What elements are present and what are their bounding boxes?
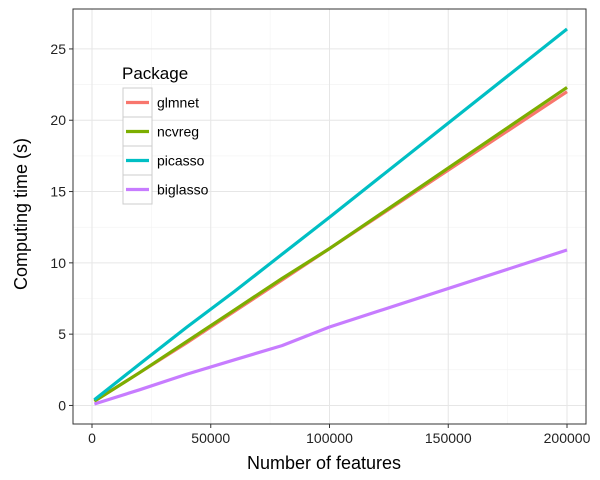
x-tick-label: 0 [88, 430, 96, 446]
x-axis-ticks: 0 50000 100000 150000 200000 [88, 424, 591, 446]
y-tick-label: 15 [50, 184, 66, 200]
legend-label-picasso: picasso [157, 153, 205, 169]
series-lines [93, 27, 568, 406]
series-line-picasso [93, 27, 568, 402]
legend: Package glmnet ncvreg picasso biglasso [122, 64, 209, 205]
y-axis-ticks: 0 5 10 15 20 25 [50, 41, 73, 413]
x-tick-label: 100000 [306, 430, 353, 446]
x-tick-label: 200000 [544, 430, 591, 446]
x-tick-label: 50000 [191, 430, 230, 446]
y-tick-label: 20 [50, 112, 66, 128]
y-tick-label: 10 [50, 255, 66, 271]
major-gridlines [73, 9, 586, 424]
y-tick-label: 0 [58, 397, 66, 413]
series-line-ncvreg [93, 86, 568, 403]
y-axis-title: Computing time (s) [11, 138, 31, 290]
y-tick-label: 5 [58, 326, 66, 342]
legend-label-glmnet: glmnet [157, 95, 199, 111]
legend-title: Package [122, 64, 188, 83]
legend-items: glmnet ncvreg picasso biglasso [122, 87, 209, 205]
legend-label-biglasso: biglasso [157, 182, 209, 198]
x-tick-label: 150000 [425, 430, 472, 446]
legend-label-ncvreg: ncvreg [157, 124, 199, 140]
series-line-biglasso [93, 248, 568, 406]
x-axis-title: Number of features [247, 453, 401, 473]
y-tick-label: 25 [50, 41, 66, 57]
